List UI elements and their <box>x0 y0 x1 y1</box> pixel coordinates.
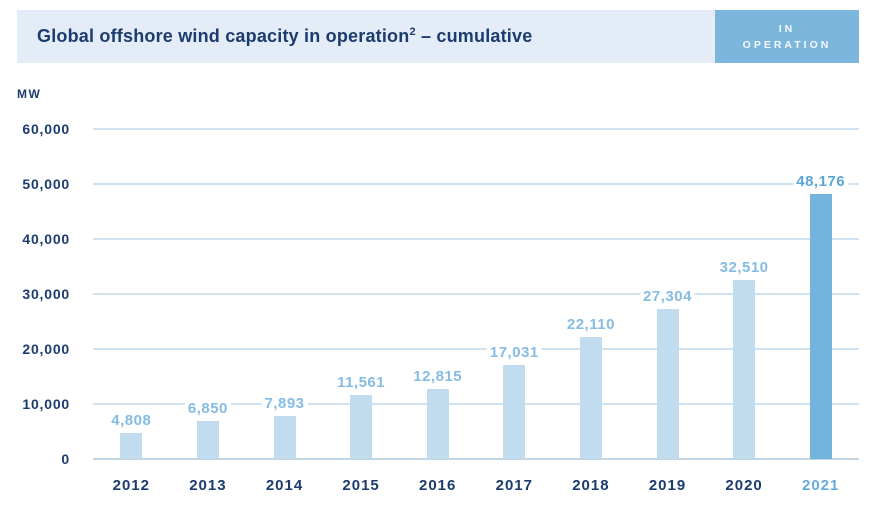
x-tick-label: 2017 <box>495 477 533 494</box>
gridline-10000 <box>93 403 859 405</box>
bar-value-label: 6,850 <box>184 400 231 418</box>
badge-line-1: IN <box>778 22 796 35</box>
y-tick-label: 50,000 <box>22 176 70 192</box>
bar-value-label: 12,815 <box>410 367 466 385</box>
bar-2012 <box>120 432 143 459</box>
bar-2015 <box>350 395 373 459</box>
x-tick-label: 2019 <box>648 477 687 494</box>
badge-line-2: OPERATION <box>742 38 832 51</box>
bar-2014 <box>273 415 296 459</box>
bar-value-label: 17,031 <box>486 344 542 362</box>
bar-value-label: 32,510 <box>716 259 772 277</box>
x-tick-label: 2018 <box>572 477 610 494</box>
bar-2018 <box>579 337 602 459</box>
bar-2017 <box>503 365 526 459</box>
bar-value-label: 7,893 <box>261 394 308 412</box>
chart-title-text: Global offshore wind capacity in operati… <box>37 26 410 46</box>
in-operation-badge: IN OPERATION <box>715 10 859 63</box>
bar-2016 <box>426 388 449 459</box>
y-tick-label: 60,000 <box>22 121 70 137</box>
gridline-20000 <box>93 348 859 350</box>
gridline-0 <box>93 458 859 460</box>
bar-2013 <box>196 421 219 459</box>
bar-2019 <box>656 308 679 459</box>
bar-2021 <box>809 194 832 459</box>
x-tick-label: 2016 <box>419 477 457 494</box>
gridline-40000 <box>93 238 859 240</box>
gridline-30000 <box>93 293 859 295</box>
gridline-60000 <box>93 128 859 130</box>
y-tick-label: 20,000 <box>22 341 70 357</box>
chart-title-footnote-marker: 2 <box>409 26 416 38</box>
bar-value-label: 22,110 <box>563 316 618 334</box>
x-tick-label: 2014 <box>265 477 304 494</box>
bar-value-label: 4,808 <box>108 411 155 429</box>
x-tick-label: 2012 <box>112 477 150 494</box>
x-tick-label: 2015 <box>342 477 380 494</box>
y-tick-label: 0 <box>61 451 70 467</box>
bar-value-label: 27,304 <box>640 287 695 305</box>
chart-title: Global offshore wind capacity in operati… <box>37 26 532 47</box>
x-tick-label: 2013 <box>189 477 227 494</box>
y-tick-label: 40,000 <box>22 231 70 247</box>
bar-value-label: 11,561 <box>334 374 389 392</box>
bar-2020 <box>733 280 756 459</box>
bar-value-label: 48,176 <box>793 173 849 191</box>
y-axis-unit-label: MW <box>17 87 42 101</box>
title-bar: Global offshore wind capacity in operati… <box>17 10 715 63</box>
y-tick-label: 30,000 <box>22 286 70 302</box>
chart-title-suffix: – cumulative <box>415 26 533 46</box>
x-tick-label: 2021 <box>802 477 840 494</box>
chart-header: Global offshore wind capacity in operati… <box>17 10 859 63</box>
x-tick-label: 2020 <box>725 477 763 494</box>
gridline-50000 <box>93 183 859 185</box>
y-tick-label: 10,000 <box>22 396 70 412</box>
